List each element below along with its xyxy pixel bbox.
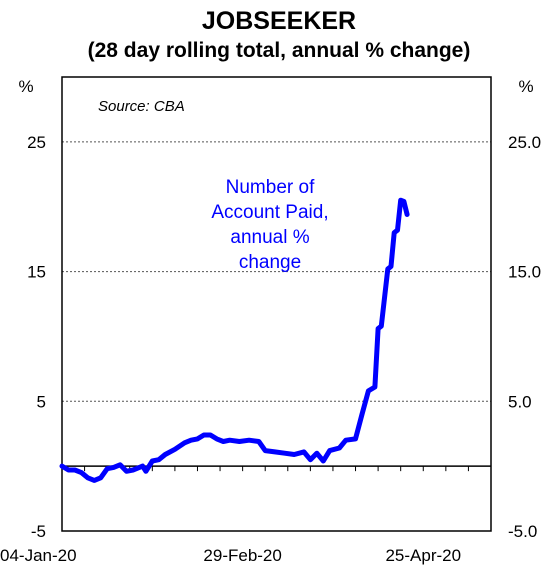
left-y-tick-label: -5	[31, 522, 46, 541]
plot-frame	[61, 76, 492, 532]
left-axis-unit: %	[18, 77, 33, 96]
chart-subtitle: (28 day rolling total, annual % change)	[87, 39, 471, 62]
x-tick-label: 29-Feb-20	[203, 546, 281, 565]
right-y-tick-label: -5.0	[508, 522, 537, 541]
left-y-tick-label: 15	[27, 263, 46, 282]
x-tick-label: 04-Jan-20	[0, 546, 77, 565]
series-line	[59, 197, 410, 483]
left-y-tick-label: 25	[27, 133, 46, 152]
series-annotation: Account Paid,	[211, 202, 328, 223]
right-y-tick-label: 25.0	[508, 133, 541, 152]
x-tick-label: 25-Apr-20	[385, 546, 461, 565]
chart-title: JOBSEEKER	[201, 7, 357, 35]
series-annotation: change	[239, 252, 301, 273]
right-y-tick-label: 5.0	[508, 392, 532, 411]
series-annotation: Number of	[226, 177, 315, 198]
left-y-tick-label: 5	[37, 392, 46, 411]
source-note: Source: CBA	[98, 98, 185, 115]
right-y-tick-label: 15.0	[508, 263, 541, 282]
right-axis-unit: %	[518, 77, 533, 96]
series-annotation: annual %	[230, 227, 309, 248]
